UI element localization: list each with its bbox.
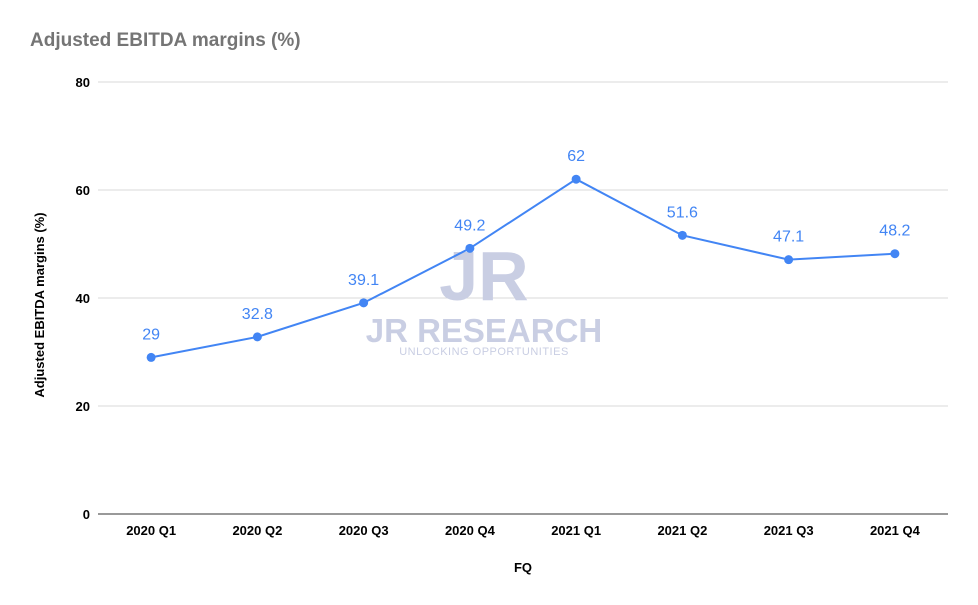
data-point <box>146 352 156 362</box>
data-point <box>571 174 581 184</box>
watermark-tagline: UNLOCKING OPPORTUNITIES <box>399 346 569 358</box>
data-point <box>252 332 262 342</box>
data-label: 51.6 <box>667 204 698 221</box>
watermark-logo: JR <box>439 237 528 315</box>
watermark: JR JR RESEARCH UNLOCKING OPPORTUNITIES <box>366 237 603 358</box>
data-point <box>784 255 794 265</box>
data-labels: 29 32.8 39.1 49.2 62 51.6 47.1 48.2 <box>142 148 910 343</box>
x-tick-label: 2021 Q4 <box>870 523 921 538</box>
y-tick-label: 20 <box>76 399 90 414</box>
x-tick-label: 2020 Q2 <box>232 523 282 538</box>
data-label: 48.2 <box>879 223 910 240</box>
y-tick-label: 0 <box>83 507 90 522</box>
y-axis-label: Adjusted EBITDA margins (%) <box>32 212 47 397</box>
data-label: 32.8 <box>242 306 273 323</box>
data-label: 29 <box>142 326 160 343</box>
data-point <box>677 230 687 240</box>
gridlines <box>98 81 948 515</box>
x-tick-label: 2020 Q4 <box>445 523 496 538</box>
x-tick-label: 2020 Q1 <box>126 523 176 538</box>
data-point <box>890 249 900 259</box>
series-line-path <box>150 178 895 359</box>
x-tick-label: 2021 Q1 <box>551 523 601 538</box>
chart-title: Adjusted EBITDA margins (%) <box>30 30 301 51</box>
series-line <box>150 178 895 359</box>
x-axis-label: FQ <box>514 560 532 575</box>
data-label: 47.1 <box>773 229 804 246</box>
data-label: 49.2 <box>454 217 485 234</box>
y-axis-ticks: 0 20 40 60 80 <box>76 75 90 522</box>
watermark-name: JR RESEARCH <box>366 312 603 349</box>
x-tick-label: 2021 Q2 <box>657 523 707 538</box>
y-tick-label: 80 <box>76 75 90 90</box>
x-tick-label: 2020 Q3 <box>339 523 389 538</box>
data-label: 62 <box>567 148 585 165</box>
x-axis-ticks: 2020 Q1 2020 Q2 2020 Q3 2020 Q4 2021 Q1 2021 … <box>126 523 920 538</box>
data-points <box>146 174 900 362</box>
data-point <box>359 298 369 308</box>
data-point <box>465 243 475 253</box>
data-label: 39.1 <box>348 272 379 289</box>
y-tick-label: 60 <box>76 183 90 198</box>
x-tick-label: 2021 Q3 <box>764 523 814 538</box>
y-tick-label: 40 <box>76 291 90 306</box>
